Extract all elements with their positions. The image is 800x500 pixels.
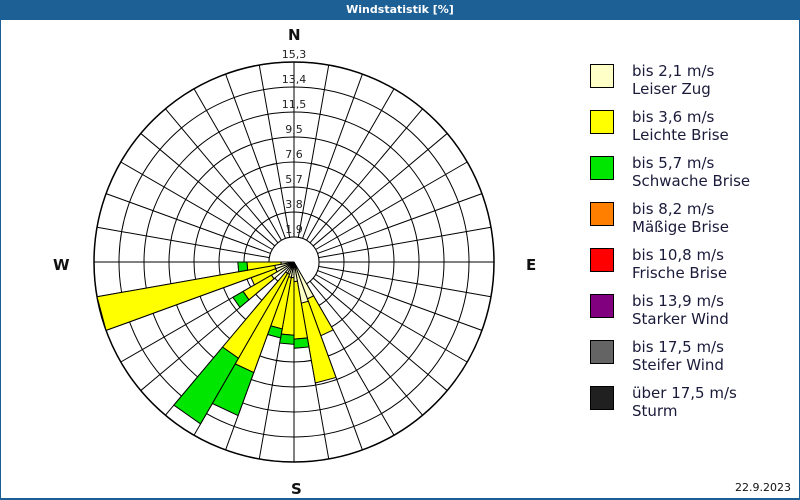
legend-name: Mäßige Brise (632, 218, 729, 236)
legend-range: bis 3,6 m/s (632, 108, 715, 126)
legend-swatch (590, 202, 614, 226)
north-label: N (288, 26, 301, 44)
legend-name: Schwache Brise (632, 172, 751, 190)
legend-range: bis 5,7 m/s (632, 154, 715, 172)
legend-range: über 17,5 m/s (632, 384, 737, 402)
date-stamp: 22.9.2023 (735, 481, 791, 494)
svg-text:9,5: 9,5 (285, 123, 303, 136)
svg-text:7,6: 7,6 (285, 148, 303, 161)
svg-text:15,3: 15,3 (282, 48, 307, 61)
legend-range: bis 13,9 m/s (632, 292, 724, 310)
svg-text:13,4: 13,4 (282, 73, 307, 86)
west-label: W (53, 256, 70, 274)
svg-text:5,7: 5,7 (285, 173, 303, 186)
legend-swatch (590, 110, 614, 134)
svg-text:1,9: 1,9 (285, 223, 303, 236)
legend-name: Leiser Zug (632, 80, 711, 98)
legend-range: bis 10,8 m/s (632, 246, 724, 264)
legend-swatch (590, 294, 614, 318)
svg-text:3,8: 3,8 (285, 198, 303, 211)
legend-name: Sturm (632, 402, 678, 420)
legend-range: bis 8,2 m/s (632, 200, 715, 218)
legend-swatch (590, 156, 614, 180)
legend-swatch (590, 386, 614, 410)
legend-swatch (590, 340, 614, 364)
legend-name: Leichte Brise (632, 126, 729, 144)
svg-text:11,5: 11,5 (282, 98, 307, 111)
legend-swatch (590, 248, 614, 272)
legend-swatch (590, 64, 614, 88)
south-label: S (291, 480, 302, 498)
wind-rose: 1,9 3,8 5,7 7,6 9,5 11,5 13,4 15,3 (93, 48, 495, 463)
legend-name: Steifer Wind (632, 356, 724, 374)
chart-panel: 1,9 3,8 5,7 7,6 9,5 11,5 13,4 15,3 N E S W bis … (1, 20, 799, 498)
legend-range: bis 2,1 m/s (632, 62, 715, 80)
chart-title: Windstatistik [%] (0, 0, 800, 20)
legend-name: Starker Wind (632, 310, 729, 328)
east-label: E (526, 256, 537, 274)
legend-name: Frische Brise (632, 264, 728, 282)
legend-range: bis 17,5 m/s (632, 338, 724, 356)
